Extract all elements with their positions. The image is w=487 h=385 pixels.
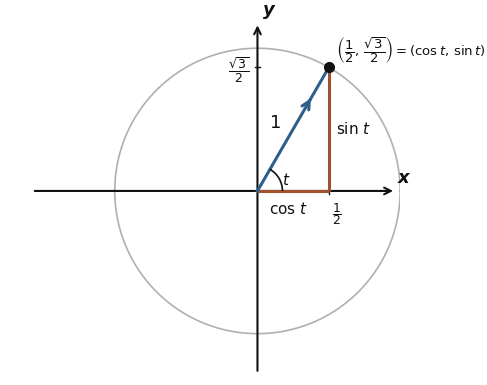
- Text: 1: 1: [270, 114, 281, 132]
- Text: $\left(\dfrac{1}{2},\,\dfrac{\sqrt{3}}{2}\right) = (\cos t,\,\sin t)$: $\left(\dfrac{1}{2},\,\dfrac{\sqrt{3}}{2…: [336, 35, 486, 65]
- Text: $\dfrac{1}{2}$: $\dfrac{1}{2}$: [332, 201, 341, 227]
- Text: $\dfrac{\sqrt{3}}{2}$: $\dfrac{\sqrt{3}}{2}$: [228, 55, 249, 85]
- Text: sin $t$: sin $t$: [336, 121, 371, 137]
- Text: cos $t$: cos $t$: [269, 201, 308, 217]
- Text: $\boldsymbol{x}$: $\boldsymbol{x}$: [397, 169, 412, 187]
- Text: $\boldsymbol{y}$: $\boldsymbol{y}$: [262, 3, 276, 21]
- Text: $t$: $t$: [282, 172, 290, 187]
